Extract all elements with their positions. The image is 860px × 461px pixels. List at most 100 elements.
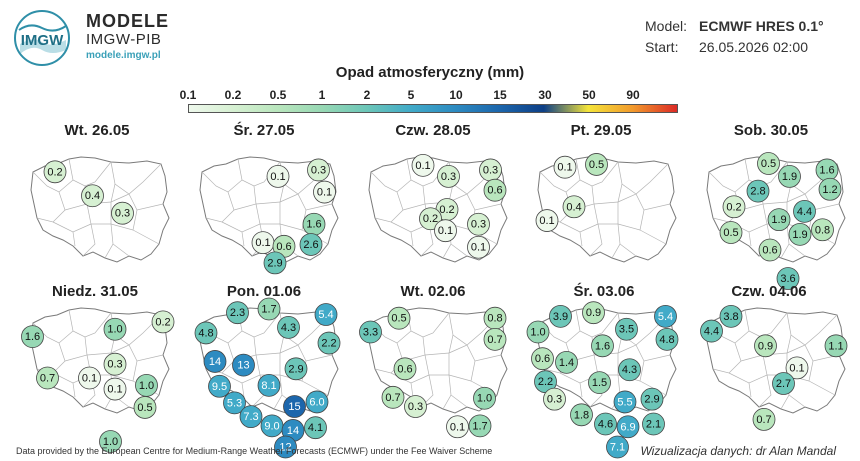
precip-value: 4.3 — [281, 322, 296, 334]
precip-value: 12 — [279, 442, 291, 454]
legend-tick: 15 — [493, 88, 507, 102]
precip-value: 0.1 — [789, 362, 804, 374]
precip-value: 2.9 — [288, 363, 303, 375]
precip-marker: 0.5 — [757, 152, 780, 175]
precip-value: 3.5 — [619, 324, 634, 336]
precip-value: 0.1 — [255, 237, 270, 249]
precip-value: 0.5 — [589, 159, 604, 171]
legend-tick: 90 — [626, 88, 640, 102]
region-border — [112, 243, 130, 257]
precip-marker: 6.9 — [616, 415, 640, 439]
precip-value: 0.9 — [586, 307, 601, 319]
precip-marker: 0.7 — [483, 327, 507, 351]
model-value: ECMWF HRES 0.1° — [699, 18, 824, 34]
precip-marker: 4.3 — [618, 358, 641, 382]
legend-tick: 50 — [582, 88, 596, 102]
precip-value: 0.8 — [815, 224, 830, 236]
poland-map: 3.3 0.5 0.8 0.7 0.6 0.7 0.3 1.0 0.1 1.7 — [359, 306, 508, 439]
precip-marker: 6.0 — [305, 390, 329, 414]
precip-marker: 1.9 — [778, 164, 801, 188]
precip-value: 8.1 — [261, 380, 276, 392]
precip-value: 2.2 — [321, 338, 336, 350]
precip-value: 1.4 — [559, 357, 574, 369]
legend-tick: 1 — [318, 88, 326, 102]
region-border — [448, 193, 502, 211]
precip-value: 0.5 — [761, 158, 776, 170]
precip-value: 2.3 — [230, 307, 245, 319]
region-border — [82, 223, 96, 257]
precip-marker: 0.3 — [103, 352, 127, 376]
region-border — [579, 231, 583, 247]
precip-marker: 4.8 — [655, 327, 679, 351]
precip-marker: 14 — [203, 350, 227, 373]
legend-tick: 2 — [363, 88, 371, 102]
precip-marker: 0.1 — [266, 164, 290, 188]
precip-marker: 0.1 — [313, 180, 336, 204]
precip-marker: 0.3 — [543, 387, 566, 411]
legend-colorbar — [188, 104, 678, 113]
region-border — [708, 171, 750, 193]
region-border — [110, 223, 134, 231]
precip-value: 0.2 — [155, 316, 170, 328]
precip-marker: 1.8 — [570, 403, 593, 427]
precip-value: 2.9 — [267, 257, 282, 269]
precip-value: 1.1 — [828, 340, 843, 352]
precip-value: 0.3 — [311, 164, 326, 176]
region-border — [420, 223, 434, 257]
precip-value: 0.5 — [391, 313, 406, 325]
precip-marker: 1.6 — [591, 334, 614, 358]
poland-map: 4.4 3.8 0.9 1.1 0.1 2.7 0.7 — [700, 304, 848, 431]
visualization-credit: Wizualizacja danych: dr Alan Mandal — [640, 444, 836, 458]
precip-value: 1.6 — [595, 340, 610, 352]
legend-tick: 30 — [538, 88, 552, 102]
precip-value: 0.2 — [726, 201, 741, 213]
precip-marker: 3.6 — [776, 267, 800, 290]
precip-marker: 0.1 — [251, 231, 275, 255]
precip-marker: 1.9 — [767, 208, 791, 232]
precip-value: 0.1 — [450, 421, 465, 433]
day-title: Pt. 29.05 — [570, 122, 632, 139]
precip-value: 4.3 — [622, 364, 637, 376]
precip-value: 0.3 — [107, 359, 122, 371]
precip-marker: 0.7 — [752, 408, 776, 431]
precip-marker: 0.1 — [103, 377, 127, 401]
precip-value: 1.6 — [306, 219, 321, 231]
precip-marker: 2.3 — [226, 301, 249, 325]
region-border — [748, 231, 752, 247]
region-border — [241, 231, 245, 247]
precip-value: 0.3 — [483, 164, 498, 176]
precip-marker: 4.1 — [304, 416, 327, 440]
precip-marker: 2.8 — [746, 179, 770, 203]
precip-value: 4.8 — [659, 334, 674, 346]
precip-value: 1.0 — [139, 380, 154, 392]
precip-marker: 0.1 — [446, 415, 469, 439]
precip-value: 2.7 — [776, 378, 791, 390]
precip-value: 0.1 — [557, 162, 572, 174]
region-border — [110, 193, 164, 211]
region-border — [72, 231, 76, 247]
brand-url[interactable]: modele.imgw.pl — [86, 50, 161, 61]
precip-value: 1.8 — [574, 409, 589, 421]
region-border — [410, 231, 414, 247]
precip-value: 0.1 — [539, 215, 554, 227]
precip-marker: 1.4 — [555, 350, 578, 374]
region-border — [52, 203, 92, 233]
poland-map: 0.1 0.5 0.4 0.1 — [535, 153, 677, 263]
precip-value: 0.2 — [47, 166, 62, 178]
region-border — [728, 354, 768, 384]
precip-value: 3.9 — [553, 311, 568, 323]
precip-value: 13 — [237, 360, 249, 372]
region-border — [712, 342, 742, 374]
day-title: Niedz. 31.05 — [52, 283, 138, 300]
precip-marker: 2.9 — [640, 387, 664, 411]
precip-value: 2.8 — [750, 186, 765, 198]
precip-value: 6.0 — [309, 396, 324, 408]
legend-tick: 10 — [449, 88, 463, 102]
precip-marker: 1.0 — [473, 386, 496, 410]
precip-marker: 0.6 — [483, 178, 507, 202]
precip-marker: 0.2 — [43, 160, 67, 184]
precip-marker: 1.6 — [815, 158, 839, 182]
precip-value: 0.1 — [317, 187, 332, 199]
precip-value: 0.7 — [40, 373, 55, 385]
precip-marker: 0.6 — [531, 347, 554, 371]
